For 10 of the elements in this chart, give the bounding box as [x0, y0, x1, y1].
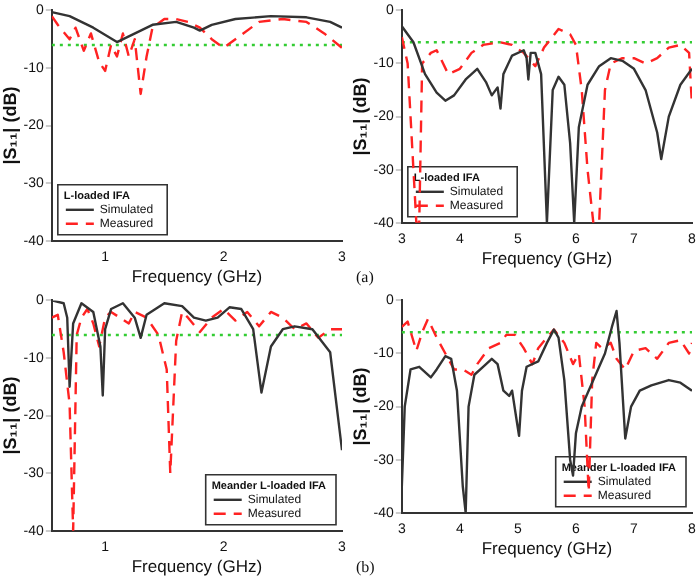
y-axis-title: |S₁₁| (dB) — [0, 376, 20, 455]
y-axis-title: |S₁₁| (dB) — [0, 86, 20, 165]
text: (b) — [356, 558, 376, 577]
text: (a) — [356, 268, 375, 287]
x-axis-title: Frequency (GHz) — [481, 248, 613, 269]
y-axis-title: |S₁₁| (dB) — [349, 367, 370, 446]
y-axis-title: |S₁₁| (dB) — [349, 77, 370, 156]
x-axis-title: Frequency (GHz) — [481, 538, 613, 559]
x-axis-title: Frequency (GHz) — [131, 556, 263, 577]
x-axis-title: Frequency (GHz) — [131, 266, 263, 287]
